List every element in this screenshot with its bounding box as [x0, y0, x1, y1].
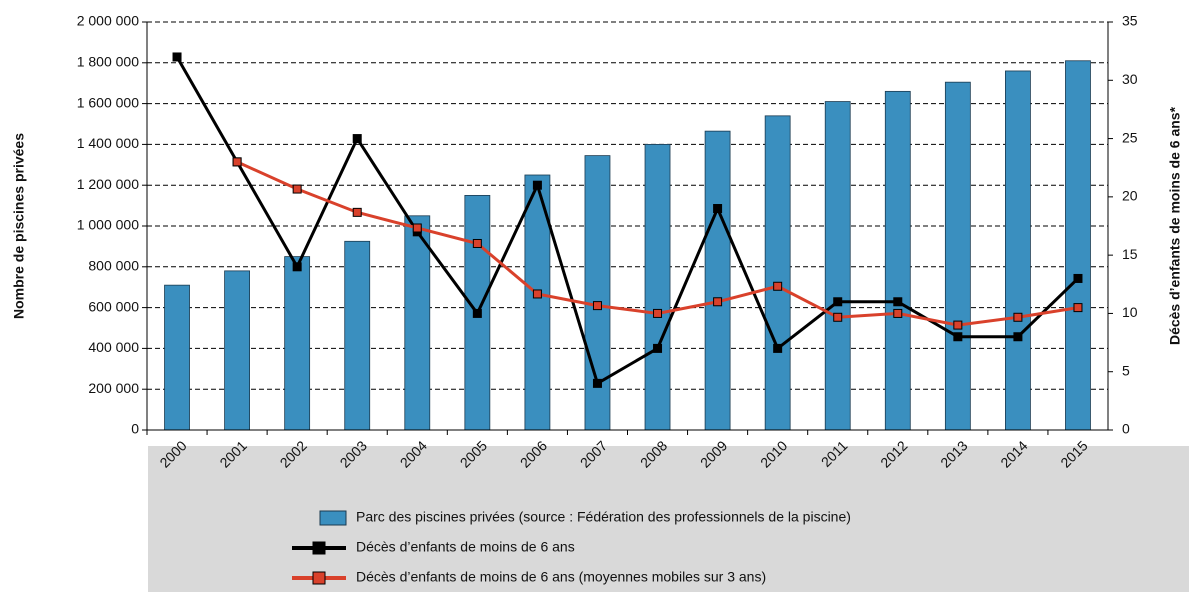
y2-tick-label: 25 — [1122, 129, 1138, 145]
marker — [532, 180, 542, 190]
marker — [893, 308, 903, 318]
marker — [472, 308, 482, 318]
bar — [284, 256, 311, 431]
legend-marker — [312, 571, 326, 585]
y2-tick-label: 10 — [1122, 304, 1138, 320]
y2-tick-label: 35 — [1122, 13, 1138, 29]
marker — [773, 281, 783, 291]
bar — [164, 284, 190, 431]
bar — [644, 143, 671, 431]
y-axis-title: Nombre de piscines privées — [11, 133, 27, 319]
y-tick-label: 2 000 000 — [77, 13, 139, 29]
marker — [953, 332, 963, 342]
bar — [1065, 60, 1091, 431]
marker — [893, 297, 903, 307]
bar — [404, 215, 431, 431]
marker — [833, 312, 843, 322]
marker — [1013, 332, 1023, 342]
marker — [1073, 303, 1083, 313]
marker — [1073, 273, 1083, 283]
legend-swatch — [319, 510, 347, 526]
legend-marker — [312, 541, 326, 555]
y-tick-label: 200 000 — [88, 380, 139, 396]
y-tick-label: 600 000 — [88, 298, 139, 314]
marker — [412, 223, 422, 233]
marker — [653, 308, 663, 318]
legend-label: Décès d’enfants de moins de 6 ans (moyen… — [356, 569, 766, 585]
marker — [1013, 312, 1023, 322]
y-tick-label: 1 600 000 — [77, 94, 139, 110]
marker — [713, 297, 723, 307]
marker — [653, 343, 663, 353]
bar — [944, 81, 971, 431]
bar — [764, 115, 791, 431]
bar — [704, 130, 731, 431]
marker — [352, 134, 362, 144]
y2-tick-label: 30 — [1122, 71, 1138, 87]
y-tick-label: 0 — [131, 421, 139, 437]
legend-label: Parc des piscines privées (source : Fédé… — [356, 509, 851, 525]
bar — [344, 240, 371, 431]
bar — [584, 155, 611, 431]
marker — [172, 52, 182, 62]
y2-tick-label: 5 — [1122, 362, 1130, 378]
y-tick-label: 400 000 — [88, 339, 139, 355]
marker — [232, 157, 242, 167]
y2-tick-label: 20 — [1122, 188, 1138, 204]
marker — [833, 297, 843, 307]
y2-tick-label: 15 — [1122, 246, 1138, 262]
y-tick-label: 1 200 000 — [77, 176, 139, 192]
y-tick-label: 800 000 — [88, 258, 139, 274]
marker — [773, 343, 783, 353]
y2-axis-title: Décès d’enfants de moins de 6 ans* — [1167, 106, 1183, 345]
y-tick-label: 1 000 000 — [77, 217, 139, 233]
bar — [1005, 70, 1031, 431]
line — [175, 56, 1080, 386]
bar — [224, 270, 250, 431]
marker — [292, 184, 302, 194]
y2-tick-label: 0 — [1122, 421, 1130, 437]
marker — [472, 238, 482, 248]
y-tick-label: 1 800 000 — [77, 54, 139, 70]
marker — [592, 301, 602, 311]
y-tick-label: 1 400 000 — [77, 135, 139, 151]
marker — [713, 204, 723, 214]
legend-label: Décès d’enfants de moins de 6 ans — [356, 539, 575, 555]
marker — [292, 262, 302, 272]
marker — [953, 320, 963, 330]
bar — [824, 101, 851, 431]
marker — [352, 207, 362, 217]
marker — [532, 289, 542, 299]
bar — [884, 90, 911, 431]
marker — [592, 378, 602, 388]
